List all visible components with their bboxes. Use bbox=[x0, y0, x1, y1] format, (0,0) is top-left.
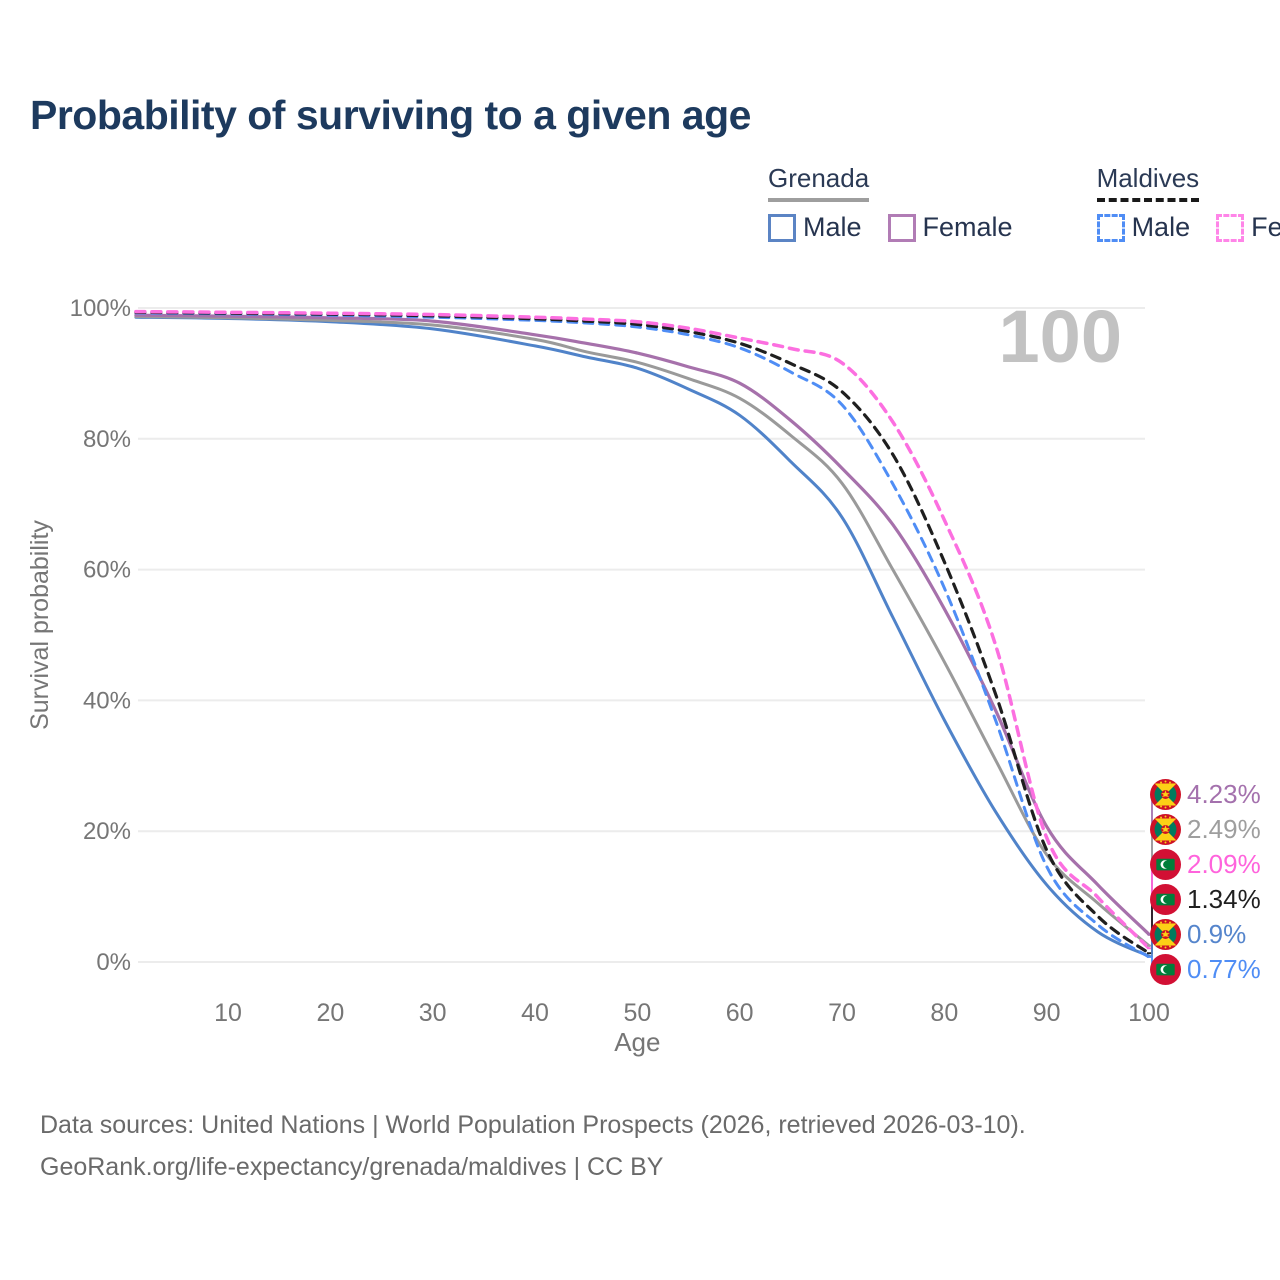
x-tick-label: 40 bbox=[521, 999, 549, 1027]
y-tick-label: 100% bbox=[70, 295, 131, 322]
maldives-flag-icon bbox=[1150, 884, 1181, 915]
legend-item-maldives-male[interactable]: Male bbox=[1096, 212, 1191, 243]
grenada-flag-icon bbox=[1150, 779, 1181, 810]
x-tick-label: 50 bbox=[623, 999, 651, 1027]
legend-item-label: Male bbox=[1131, 212, 1191, 242]
legend-item-label: Male bbox=[803, 212, 862, 242]
y-axis-title: Survival probability bbox=[26, 520, 54, 730]
x-tick-label: 70 bbox=[828, 999, 856, 1027]
y-tick-label: 60% bbox=[83, 557, 131, 584]
legend-item-maldives-female[interactable]: Female bbox=[1216, 212, 1280, 243]
footer: Data sources: United Nations | World Pop… bbox=[40, 1104, 1026, 1188]
curve-maldives-both[interactable] bbox=[134, 310, 1151, 955]
end-label-value: 4.23% bbox=[1187, 779, 1261, 809]
y-tick-label: 20% bbox=[83, 818, 131, 845]
end-label-maldives-both: 1.34% bbox=[1150, 882, 1261, 917]
x-axis-title: Age bbox=[614, 1027, 660, 1057]
x-tick-label: 60 bbox=[726, 999, 754, 1027]
legend-country-grenada[interactable]: Grenada bbox=[768, 163, 870, 202]
legend-item-grenada-female[interactable]: Female bbox=[887, 212, 1013, 243]
curve-maldives-female[interactable] bbox=[134, 309, 1151, 951]
grenada-flag-icon bbox=[1150, 919, 1181, 950]
curve-grenada-both[interactable] bbox=[134, 315, 1151, 948]
curve-grenada-male[interactable] bbox=[134, 315, 1151, 958]
y-tick-label: 40% bbox=[83, 687, 131, 714]
data-sources-line: Data sources: United Nations | World Pop… bbox=[40, 1111, 1026, 1139]
y-tick-label: 80% bbox=[83, 426, 131, 453]
maldives-male-swatch-icon bbox=[1096, 213, 1125, 242]
legend-group-maldives: Maldives Male Female bbox=[1096, 163, 1280, 243]
hover-age-readout: 100 bbox=[999, 295, 1122, 378]
legend-item-label: Female bbox=[1251, 212, 1280, 242]
legend: Grenada Male Female Maldives Male bbox=[768, 163, 1280, 243]
page-title: Probability of surviving to a given age bbox=[30, 92, 751, 138]
legend-country-maldives[interactable]: Maldives bbox=[1096, 163, 1200, 202]
grenada-flag-icon bbox=[1150, 814, 1181, 845]
end-label-maldives-female: 2.09% bbox=[1150, 847, 1261, 882]
grenada-female-swatch-icon bbox=[887, 213, 916, 242]
x-tick-label: 100 bbox=[1128, 999, 1170, 1027]
end-label-value: 0.9% bbox=[1187, 919, 1247, 949]
grenada-male-swatch-icon bbox=[768, 213, 796, 242]
end-label-grenada-male: 0.9% bbox=[1150, 917, 1246, 952]
curve-grenada-female[interactable] bbox=[134, 313, 1151, 936]
end-label-value: 1.34% bbox=[1187, 884, 1261, 914]
end-label-value: 0.77% bbox=[1187, 954, 1261, 984]
maldives-flag-icon bbox=[1150, 849, 1181, 880]
y-tick-label: 0% bbox=[96, 949, 131, 976]
x-tick-label: 20 bbox=[316, 999, 344, 1027]
end-label-grenada-female: 4.23% bbox=[1150, 777, 1261, 812]
maldives-flag-icon bbox=[1150, 954, 1181, 985]
x-tick-label: 80 bbox=[930, 999, 958, 1027]
maldives-female-swatch-icon bbox=[1216, 213, 1245, 242]
end-label-grenada-both: 2.49% bbox=[1150, 812, 1261, 847]
end-label-value: 2.49% bbox=[1187, 814, 1261, 844]
attribution-line: GeoRank.org/life-expectancy/grenada/mald… bbox=[40, 1153, 664, 1181]
x-tick-label: 10 bbox=[214, 999, 242, 1027]
legend-group-grenada: Grenada Male Female bbox=[768, 163, 1013, 243]
legend-item-label: Female bbox=[922, 212, 1013, 242]
curve-maldives-male[interactable] bbox=[134, 311, 1151, 959]
end-label-maldives-male: 0.77% bbox=[1150, 952, 1261, 987]
end-label-value: 2.09% bbox=[1187, 849, 1261, 879]
legend-item-grenada-male[interactable]: Male bbox=[768, 212, 862, 243]
x-tick-label: 30 bbox=[419, 999, 447, 1027]
x-tick-label: 90 bbox=[1033, 999, 1061, 1027]
